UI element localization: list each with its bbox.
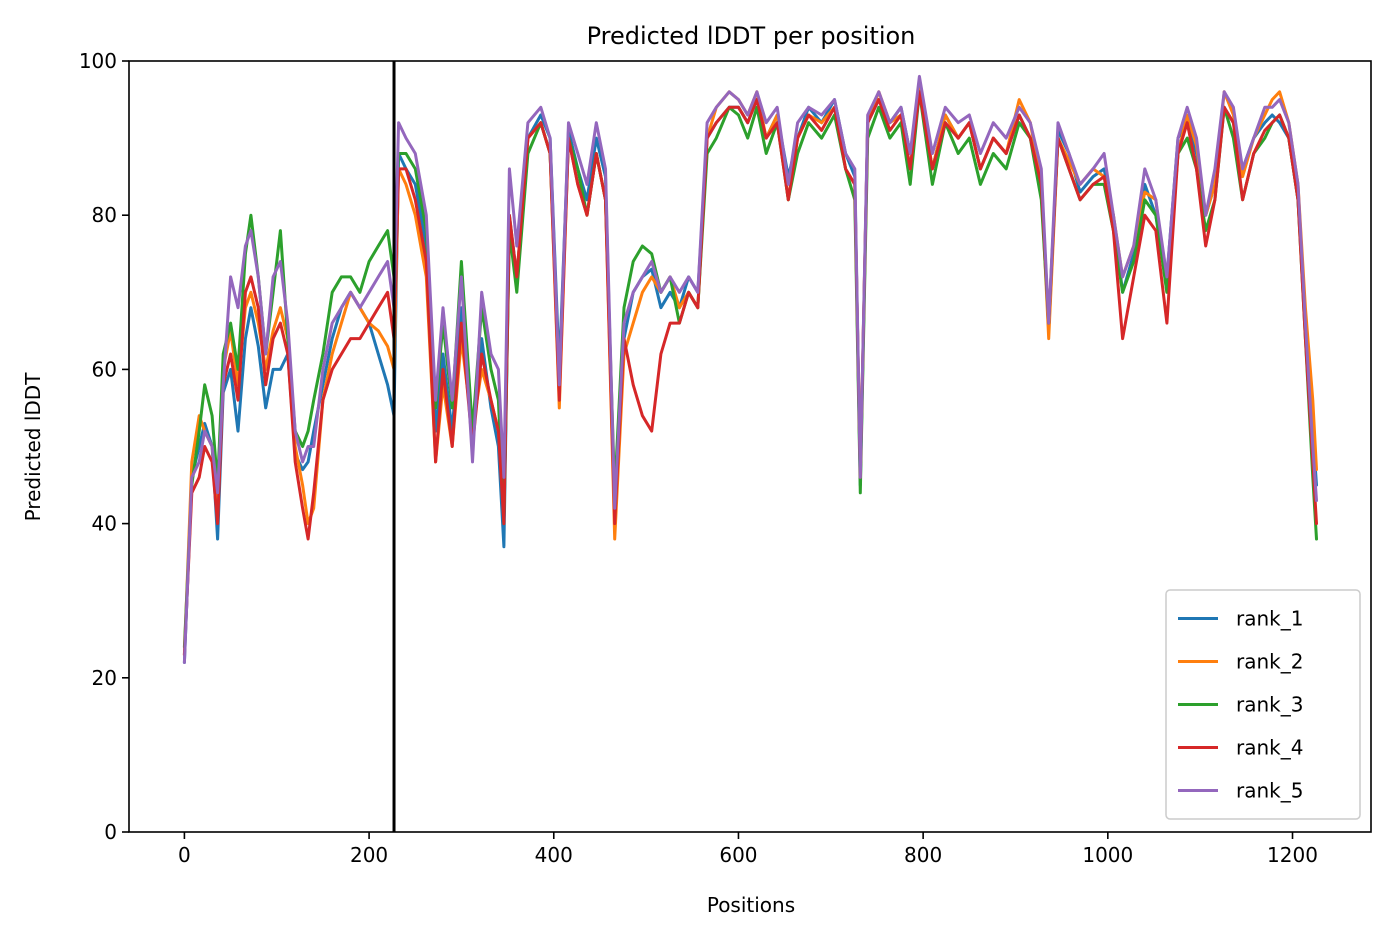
legend: rank_1 rank_2 rank_3 rank_4 rank_5 bbox=[1165, 589, 1361, 820]
y-axis-label: Predicted lDDT bbox=[21, 372, 45, 522]
x-tick-label: 800 bbox=[904, 843, 942, 867]
series-line-rank-4 bbox=[182, 90, 1318, 657]
y-tick-label: 0 bbox=[104, 820, 117, 844]
y-tick-label: 60 bbox=[92, 357, 117, 381]
legend-label: rank_3 bbox=[1236, 693, 1303, 717]
x-tick-label: 0 bbox=[178, 843, 191, 867]
legend-box bbox=[1165, 589, 1361, 820]
legend-label: rank_5 bbox=[1236, 779, 1303, 803]
legend-label: rank_1 bbox=[1236, 607, 1303, 631]
x-tick-label: 200 bbox=[350, 843, 388, 867]
x-tick-label: 1000 bbox=[1082, 843, 1133, 867]
series-line-rank-5 bbox=[182, 74, 1318, 664]
y-tick-label: 20 bbox=[92, 666, 117, 690]
legend-label: rank_4 bbox=[1236, 736, 1303, 760]
x-tick-label: 600 bbox=[719, 843, 757, 867]
x-axis-label: Positions bbox=[707, 893, 795, 917]
y-tick-label: 100 bbox=[79, 49, 117, 73]
x-axis: 0 200 400 600 800 1000 1200 bbox=[178, 832, 1318, 867]
x-tick-label: 400 bbox=[535, 843, 573, 867]
y-tick-label: 80 bbox=[92, 203, 117, 227]
y-axis: 0 20 40 60 80 100 bbox=[79, 49, 129, 844]
legend-label: rank_2 bbox=[1236, 650, 1303, 674]
series-lines bbox=[182, 74, 1318, 664]
plot-frame bbox=[128, 60, 1372, 833]
chart-title: Predicted lDDT per position bbox=[587, 22, 916, 50]
x-tick-label: 1200 bbox=[1267, 843, 1318, 867]
y-tick-label: 40 bbox=[92, 512, 117, 536]
